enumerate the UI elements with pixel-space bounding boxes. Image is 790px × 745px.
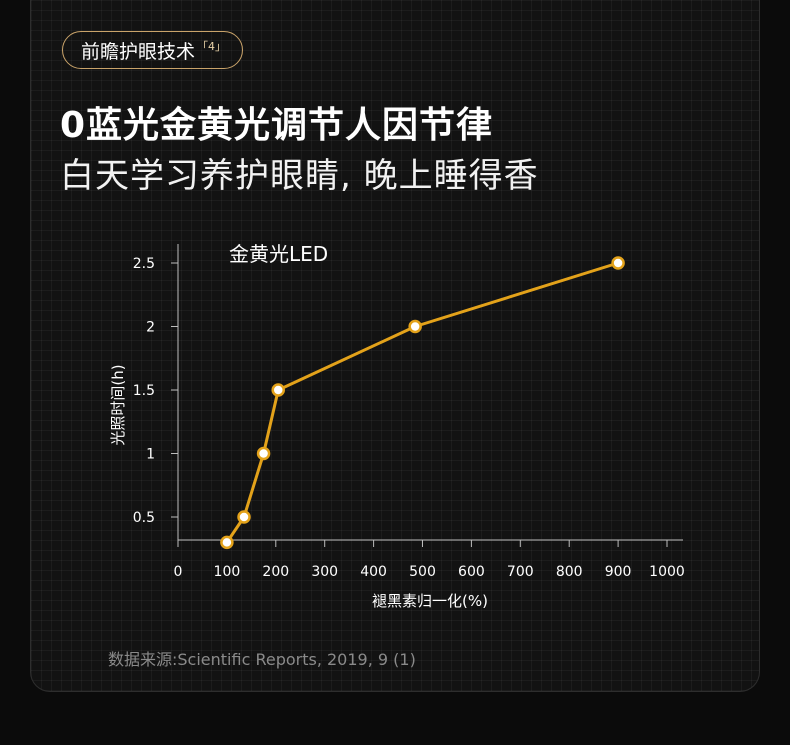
x-tick-label: 800 <box>556 564 583 580</box>
y-axis-label: 光照时间(h) <box>109 364 127 445</box>
data-point <box>611 256 625 270</box>
badge-label: 前瞻护眼技术 <box>81 40 196 63</box>
data-point <box>271 383 285 397</box>
y-tick-label: 1.5 <box>133 383 155 399</box>
y-tick-label: 0.5 <box>133 510 155 526</box>
data-point <box>237 510 251 524</box>
page-title: 0蓝光金黄光调节人因节律 <box>60 105 494 146</box>
chart-card <box>30 0 760 692</box>
x-axis-label: 褪黑素归一化(%) <box>372 592 488 610</box>
x-tick-label: 100 <box>214 564 241 580</box>
x-tick-label: 600 <box>458 564 485 580</box>
data-point <box>220 535 234 550</box>
x-tick-label: 0 <box>174 564 183 580</box>
badge-reference: 「4」 <box>197 40 227 53</box>
y-tick-label: 1 <box>146 447 155 463</box>
y-tick-label: 2.5 <box>133 256 155 272</box>
tech-badge: 前瞻护眼技术 「4」 <box>62 31 244 69</box>
x-tick-label: 500 <box>409 564 436 580</box>
data-source: 数据来源:Scientific Reports, 2019, 9 (1) <box>108 650 416 669</box>
y-tick-label: 2 <box>146 320 155 336</box>
data-point <box>256 446 271 461</box>
legend-label: 金黄光LED <box>229 242 328 266</box>
x-tick-label: 200 <box>262 564 289 580</box>
x-tick-label: 1000 <box>649 564 685 580</box>
x-tick-label: 700 <box>507 564 534 580</box>
page-subtitle: 白天学习养护眼睛, 晚上睡得香 <box>60 156 539 196</box>
data-point <box>408 319 422 334</box>
x-tick-label: 900 <box>605 564 632 580</box>
series-line <box>225 261 620 544</box>
x-tick-label: 300 <box>311 564 338 580</box>
x-tick-label: 400 <box>360 564 387 580</box>
